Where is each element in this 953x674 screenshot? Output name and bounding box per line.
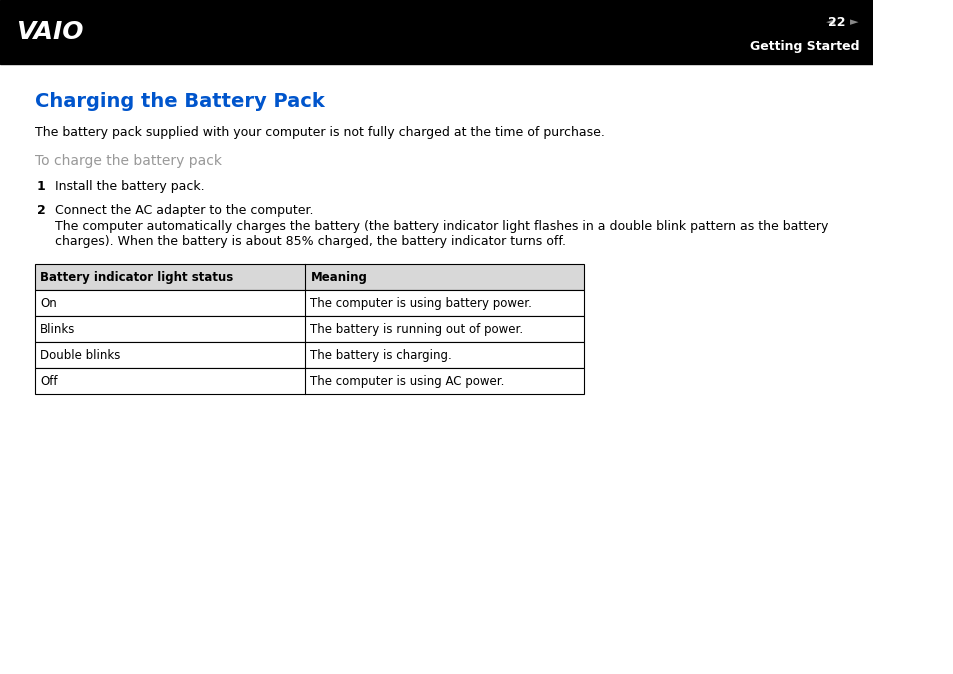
Text: Meaning: Meaning <box>310 270 367 284</box>
Text: Double blinks: Double blinks <box>40 348 120 361</box>
Bar <box>34 342 583 368</box>
Text: Connect the AC adapter to the computer.: Connect the AC adapter to the computer. <box>55 204 314 217</box>
Text: The computer is using battery power.: The computer is using battery power. <box>310 297 532 309</box>
Text: Battery indicator light status: Battery indicator light status <box>40 270 233 284</box>
Bar <box>34 368 583 394</box>
Text: 2: 2 <box>36 204 46 217</box>
Text: On: On <box>40 297 57 309</box>
Text: The computer is using AC power.: The computer is using AC power. <box>310 375 504 388</box>
Text: Off: Off <box>40 375 58 388</box>
Bar <box>34 264 583 290</box>
Bar <box>34 316 583 342</box>
Text: The battery pack supplied with your computer is not fully charged at the time of: The battery pack supplied with your comp… <box>34 126 604 139</box>
Text: The battery is running out of power.: The battery is running out of power. <box>310 323 523 336</box>
Text: VAIO: VAIO <box>16 20 84 44</box>
Bar <box>34 290 583 316</box>
Text: Blinks: Blinks <box>40 323 75 336</box>
Text: Charging the Battery Pack: Charging the Battery Pack <box>34 92 324 111</box>
Text: 22: 22 <box>827 16 844 29</box>
Bar <box>0 0 873 64</box>
Text: ◄: ◄ <box>825 18 834 28</box>
Text: The battery is charging.: The battery is charging. <box>310 348 452 361</box>
Text: charges). When the battery is about 85% charged, the battery indicator turns off: charges). When the battery is about 85% … <box>55 235 565 248</box>
Text: The computer automatically charges the battery (the battery indicator light flas: The computer automatically charges the b… <box>55 220 827 233</box>
Text: To charge the battery pack: To charge the battery pack <box>34 154 221 168</box>
Text: Install the battery pack.: Install the battery pack. <box>55 180 204 193</box>
Text: ►: ► <box>849 18 858 28</box>
Text: Getting Started: Getting Started <box>749 40 859 53</box>
Text: 1: 1 <box>36 180 46 193</box>
